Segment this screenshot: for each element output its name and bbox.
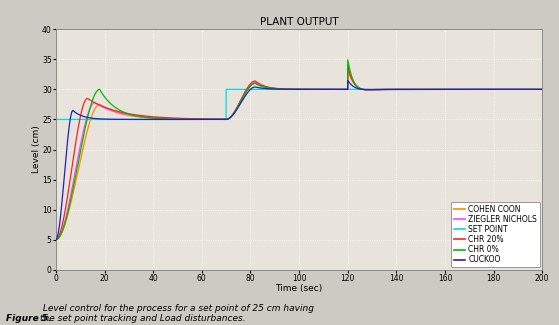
Title: PLANT OUTPUT: PLANT OUTPUT — [260, 17, 338, 27]
Y-axis label: Level (cm): Level (cm) — [32, 126, 41, 173]
Text: Level control for the process for a set point of 25 cm having
the set point trac: Level control for the process for a set … — [40, 304, 314, 323]
Legend: COHEN COON, ZIEGLER NICHOLS, SET POINT, CHR 20%, CHR 0%, CUCKOO: COHEN COON, ZIEGLER NICHOLS, SET POINT, … — [451, 202, 540, 267]
Text: Figure 5.: Figure 5. — [6, 314, 51, 323]
X-axis label: Time (sec): Time (sec) — [276, 284, 323, 293]
